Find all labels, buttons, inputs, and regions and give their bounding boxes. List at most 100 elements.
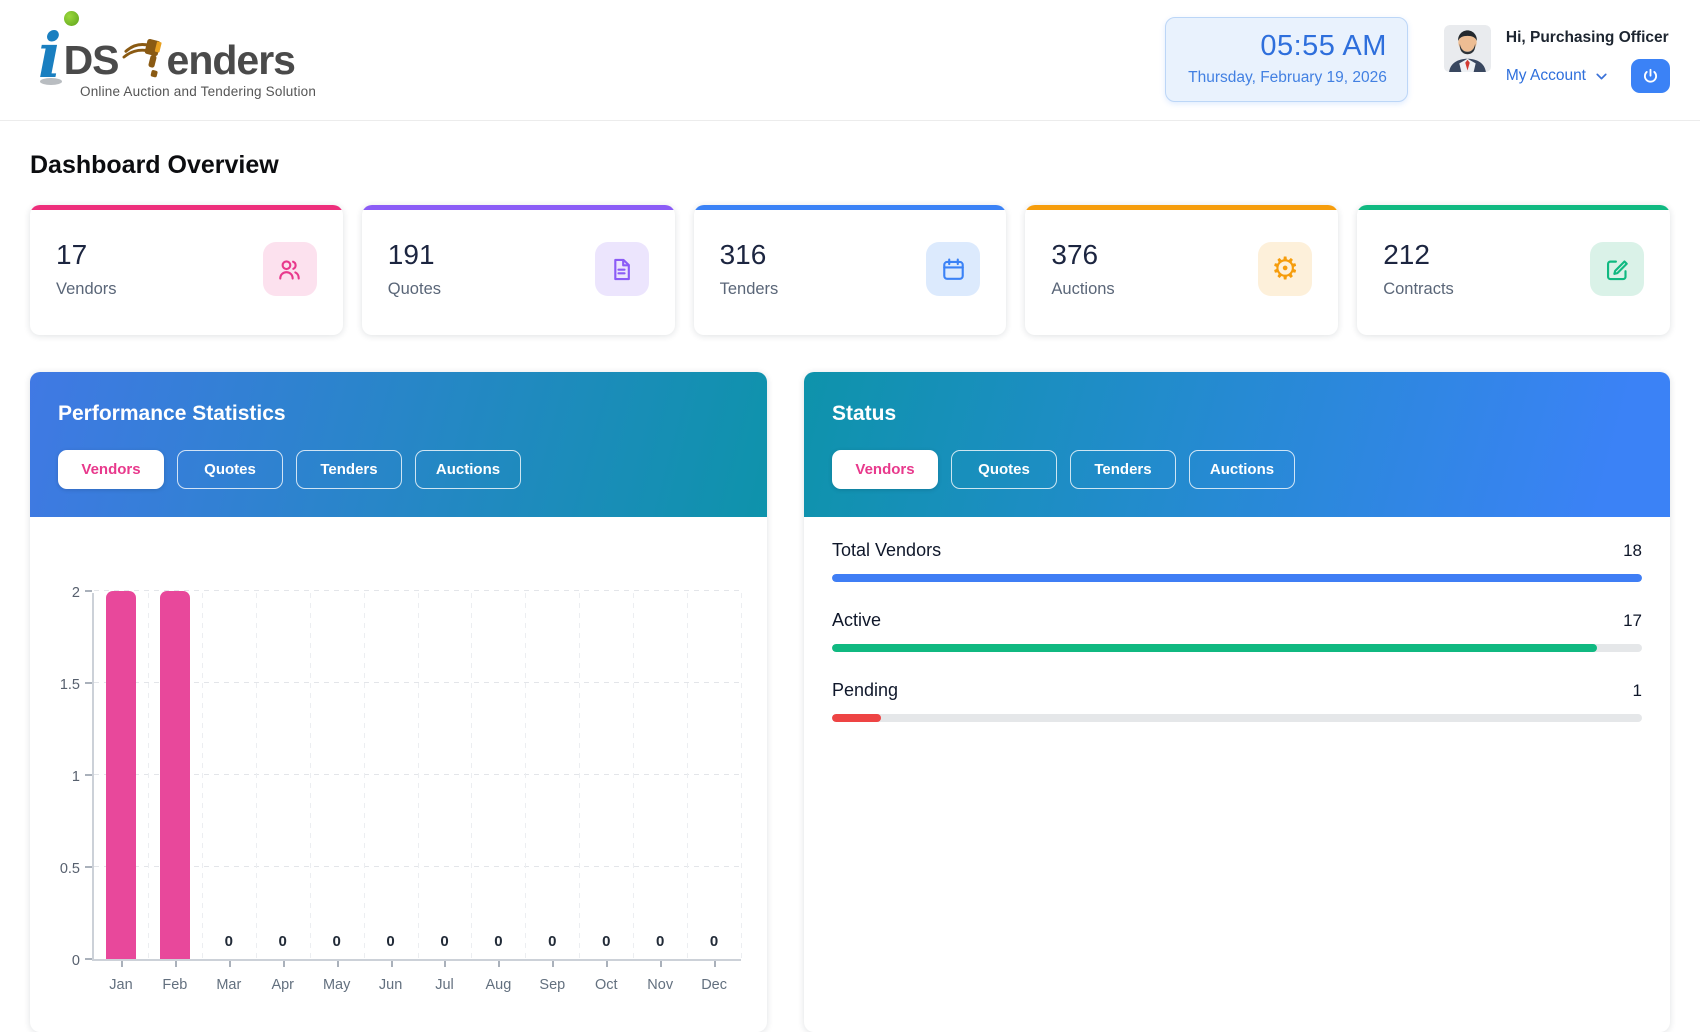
bar-jan[interactable] [105,591,136,959]
card-accent-bar [693,205,1007,210]
stat-cards-row: 17 Vendors 191 Quotes 316 Tenders 376 Auctions ⚙… [30,205,1670,335]
status-rows: Total Vendors 18 Active 17 Pending 1 [804,517,1670,773]
chart-column-oct: 0 Oct [579,593,633,993]
value-label-oct: 0 [602,933,611,950]
x-tick-mark [282,961,285,967]
chart-column-jan: Jan [94,591,148,993]
chevron-down-icon[interactable] [1593,68,1610,85]
main-content: Dashboard Overview 17 Vendors 191 Quotes 316… [0,151,1700,1032]
performance-panel: Performance Statistics Vendors Quotes Tend… [30,372,767,1032]
edit-square-icon [1589,242,1644,296]
stat-value: 376 [1051,239,1099,270]
performance-tabs: Vendors Quotes Tenders Auctions [58,450,739,489]
app-logo[interactable]: i DS enders O [38,11,316,99]
clock-time: 05:55 AM [1260,29,1387,62]
value-label-sep: 0 [548,933,557,950]
x-axis-label-feb: Feb [162,977,188,993]
card-accent-bar [1025,205,1339,210]
progress-fill [832,644,1597,652]
y-tick-mark [85,866,92,868]
card-accent-bar [30,205,343,210]
card-info: 376 Auctions [1051,239,1114,299]
y-tick-mark [85,958,92,960]
status-panel: Status Vendors Quotes Tenders Auctions Tota… [804,372,1670,1032]
stat-card-auctions[interactable]: 376 Auctions ⚙︎ [1025,205,1339,335]
x-tick-mark [444,961,447,967]
gridline-vertical [417,593,419,959]
gridline-vertical [201,593,203,959]
progress-track [832,574,1642,582]
user-greeting: Hi, Purchasing Officer [1505,29,1669,46]
x-tick-mark [228,961,231,967]
users-icon [262,242,317,296]
stat-card-tenders[interactable]: 316 Tenders [693,205,1007,335]
progress-track [832,714,1642,722]
tab-tenders[interactable]: Tenders [1070,450,1176,489]
status-panel-title: Status [832,402,897,425]
card-info: 212 Contracts [1383,239,1454,299]
status-row-label: Pending [832,680,899,700]
logo-text-enders: enders [166,37,296,84]
value-label-mar: 0 [224,933,233,950]
chart-column-sep: 0 Sep [525,593,579,993]
y-tick-label: 0.5 [59,861,80,877]
gridline-vertical [255,593,257,959]
gridline-horizontal [94,590,741,591]
x-axis-label-may: May [322,977,351,993]
stat-card-vendors[interactable]: 17 Vendors [30,205,343,335]
x-tick-mark [660,961,663,967]
stat-label: Quotes [387,280,441,298]
page-title: Dashboard Overview [30,151,279,179]
x-tick-mark [498,961,501,967]
bar-feb[interactable] [159,591,190,959]
logout-button[interactable] [1631,59,1670,93]
tab-vendors[interactable]: Vendors [832,450,938,489]
y-tick-mark [85,774,92,776]
stat-card-quotes[interactable]: 191 Quotes [361,205,675,335]
x-tick-mark [174,961,177,967]
top-header: i DS enders O [0,0,1700,121]
stat-label: Auctions [1051,280,1115,298]
user-avatar[interactable] [1443,25,1491,77]
x-axis-label-oct: Oct [594,977,618,993]
stat-value: 191 [387,239,435,270]
progress-track [832,644,1642,652]
performance-bar-chart[interactable]: 0 0.5 1 1.5 2 Jan Feb 0 Mar 0 Apr 0 May 0 Jun 0 Jul 0 Aug 0… [46,585,742,993]
x-tick-mark [390,961,393,967]
tab-auctions[interactable]: Auctions [415,450,521,489]
performance-panel-header: Performance Statistics Vendors Quotes Tend… [30,372,767,517]
status-row-total-vendors: Total Vendors 18 [832,540,1642,582]
x-axis-label-nov: Nov [647,977,674,993]
status-row-value: 18 [1623,541,1642,560]
tab-quotes[interactable]: Quotes [177,450,283,489]
tab-tenders[interactable]: Tenders [296,450,402,489]
value-label-apr: 0 [278,933,287,950]
card-info: 191 Quotes [388,239,441,299]
y-tick-label: 1 [71,769,80,785]
value-label-dec: 0 [709,933,719,950]
tab-auctions[interactable]: Auctions [1189,450,1295,489]
gridline-vertical [525,593,527,959]
calendar-icon [926,242,981,296]
x-axis-label-dec: Dec [701,977,727,993]
gridline-vertical [687,593,689,959]
value-label-nov: 0 [656,933,665,950]
stat-value: 316 [719,239,767,270]
y-tick-label: 0 [71,953,80,969]
x-axis-label-aug: Aug [485,977,512,993]
y-tick-label: 1.5 [59,677,80,693]
x-axis-label-mar: Mar [216,977,242,993]
clock-date: Thursday, February 19, 2026 [1188,68,1387,86]
status-row-pending: Pending 1 [832,680,1642,722]
tab-vendors[interactable]: Vendors [58,450,164,489]
my-account-link[interactable]: My Account [1505,67,1586,84]
clock-widget: 05:55 AM Thursday, February 19, 2026 [1164,16,1408,102]
status-tabs: Vendors Quotes Tenders Auctions [832,450,1642,489]
status-row-value: 17 [1623,611,1642,630]
stat-value: 212 [1383,239,1430,270]
logo-text-ds: DS [63,37,120,84]
chart-column-dec: 0 Dec [687,593,741,993]
tab-quotes[interactable]: Quotes [951,450,1057,489]
chart-column-apr: 0 Apr [256,593,310,993]
stat-card-contracts[interactable]: 212 Contracts [1357,205,1670,335]
